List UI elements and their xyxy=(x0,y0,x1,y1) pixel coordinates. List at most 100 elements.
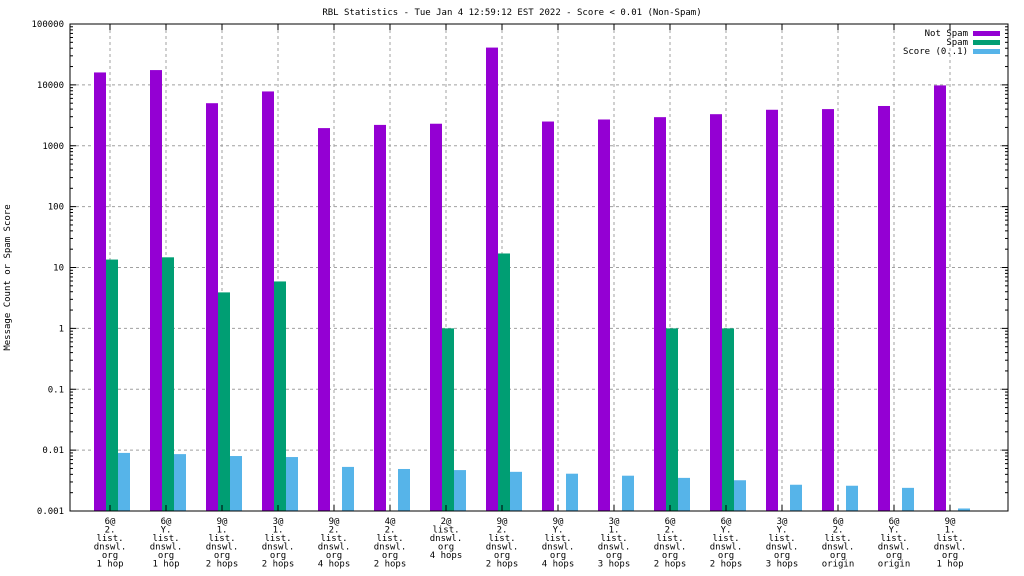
bar-not-spam xyxy=(430,123,442,511)
x-tick-label-line: 9@ xyxy=(217,517,228,527)
y-tick-label: 1000 xyxy=(42,142,64,152)
x-tick-label-line: 9@ xyxy=(553,517,564,527)
bar-not-spam xyxy=(822,109,834,511)
bar-not-spam xyxy=(374,124,386,511)
bar-not-spam xyxy=(206,103,218,512)
x-tick-label-line: list. xyxy=(432,526,459,536)
bar-not-spam xyxy=(654,117,666,511)
x-tick-label-line: list. xyxy=(600,534,627,544)
x-tick-label-line: 2 hops xyxy=(374,560,407,570)
x-tick-label-line: 4 hops xyxy=(542,560,575,570)
bar-spam xyxy=(274,281,286,511)
x-tick-label-line: 6@ xyxy=(889,517,900,527)
x-tick-label: 6@ Y. list. dnswl. org 2 hops xyxy=(710,517,743,570)
x-tick-label-line: origin xyxy=(822,560,855,570)
y-tick-label: 10000 xyxy=(37,81,64,91)
x-tick-label-line: dnswl. xyxy=(542,543,575,553)
bar-not-spam xyxy=(878,105,890,511)
x-tick-label-line: list. xyxy=(936,534,963,544)
x-tick-label-line: list. xyxy=(96,534,123,544)
y-tick-label: 0.1 xyxy=(48,385,64,395)
x-tick-label-line: 6@ xyxy=(665,517,676,527)
bar-score-0-1 xyxy=(958,508,970,511)
x-tick-label-line: 4@ xyxy=(385,517,396,527)
x-tick-label-line: org xyxy=(438,543,454,553)
x-tick-label-line: list. xyxy=(264,534,291,544)
x-tick-label-line: 9@ xyxy=(497,517,508,527)
legend-label: Spam xyxy=(946,38,968,48)
x-tick-label: 9@ 1. list. dnswl. org 2 hops xyxy=(206,517,239,570)
x-tick-label: 9@ 2. list. dnswl. org 4 hops xyxy=(318,517,351,570)
x-tick-label-line: org xyxy=(550,551,566,561)
legend-swatch xyxy=(973,40,1000,45)
x-tick-label-line: dnswl. xyxy=(486,543,519,553)
x-tick-label-line: 1. xyxy=(945,526,956,536)
bar-score-0-1 xyxy=(454,470,466,511)
bar-spam xyxy=(162,257,174,511)
x-tick-label-line: org xyxy=(774,551,790,561)
x-tick-label-line: dnswl. xyxy=(374,543,407,553)
x-tick-label-line: list. xyxy=(656,534,683,544)
legend-label: Score (0..1) xyxy=(903,47,968,57)
x-tick-label-line: org xyxy=(158,551,174,561)
x-tick-label-line: dnswl. xyxy=(822,543,855,553)
x-tick-label-line: dnswl. xyxy=(94,543,127,553)
x-tick-label-line: 2 hops xyxy=(206,560,239,570)
x-tick-label-line: list. xyxy=(768,534,795,544)
x-tick-label: 3@ Y. list. dnswl. org 3 hops xyxy=(766,517,799,570)
x-tick-label-line: org xyxy=(382,551,398,561)
x-tick-label-line: 2. xyxy=(665,526,676,536)
x-tick-label-line: 2. xyxy=(329,526,340,536)
x-tick-label-line: 2. xyxy=(105,526,116,536)
y-tick-label: 100 xyxy=(48,203,64,213)
legend-swatch xyxy=(973,49,1000,54)
bar-not-spam xyxy=(542,121,554,512)
bar-not-spam xyxy=(710,114,722,512)
chart-title: RBL Statistics - Tue Jan 4 12:59:12 EST … xyxy=(322,8,701,18)
bar-spam xyxy=(722,328,734,511)
bar-score-0-1 xyxy=(734,480,746,511)
bar-spam xyxy=(218,292,230,511)
x-tick-label-line: 1 hop xyxy=(96,560,123,570)
legend-swatch xyxy=(973,31,1000,36)
x-tick-label-line: Y. xyxy=(721,526,732,536)
x-tick-label-line: dnswl. xyxy=(654,543,687,553)
x-tick-label: 6@ 2. list. dnswl. org 1 hop xyxy=(94,517,127,570)
y-tick-label: 10 xyxy=(53,264,64,274)
bar-score-0-1 xyxy=(846,485,858,511)
x-tick-label: 6@ 2. list. dnswl. org 2 hops xyxy=(654,517,687,570)
x-tick-label-line: dnswl. xyxy=(150,543,183,553)
x-tick-label-line: org xyxy=(718,551,734,561)
bar-score-0-1 xyxy=(398,468,410,511)
x-tick-label-line: dnswl. xyxy=(710,543,743,553)
y-tick-label: 0.001 xyxy=(37,507,64,517)
legend-label: Not Spam xyxy=(925,29,968,39)
x-tick-label-line: list. xyxy=(488,534,515,544)
x-tick-label-line: origin xyxy=(878,560,911,570)
x-tick-label-line: 3 hops xyxy=(766,560,799,570)
x-tick-label-line: org xyxy=(326,551,342,561)
x-tick-label-line: 6@ xyxy=(721,517,732,527)
x-tick-label: 6@ Y. list. dnswl. org origin xyxy=(878,517,911,570)
x-tick-label-line: 9@ xyxy=(329,517,340,527)
bar-score-0-1 xyxy=(566,473,578,511)
bar-score-0-1 xyxy=(230,456,242,511)
x-tick-label-line: dnswl. xyxy=(262,543,295,553)
x-tick-label-line: list. xyxy=(208,534,235,544)
bar-not-spam xyxy=(262,91,274,512)
bar-not-spam xyxy=(94,72,106,512)
x-tick-label-line: 2. xyxy=(385,526,396,536)
x-tick-label-line: 1 hop xyxy=(152,560,179,570)
bar-spam xyxy=(498,253,510,511)
x-tick-label-line: org xyxy=(102,551,118,561)
x-tick-label-line: org xyxy=(214,551,230,561)
x-tick-label: 4@ 2. list. dnswl. org 2 hops xyxy=(374,517,407,570)
x-tick-label-line: org xyxy=(494,551,510,561)
x-tick-label-line: 4 hops xyxy=(318,560,351,570)
y-tick-label: 100000 xyxy=(31,20,64,30)
x-tick-label-line: 9@ xyxy=(945,517,956,527)
x-tick-label-line: list. xyxy=(376,534,403,544)
